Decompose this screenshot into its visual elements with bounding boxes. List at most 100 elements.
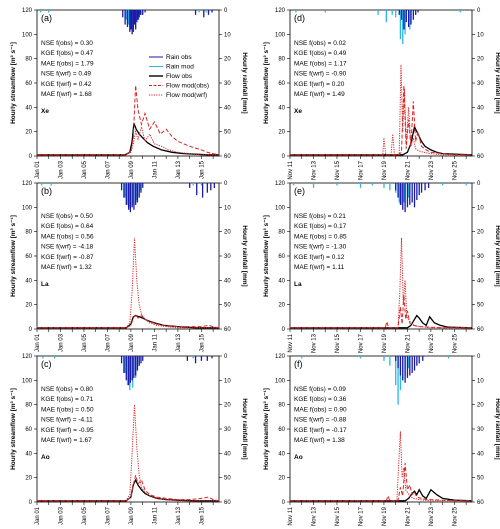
y-tick-label: 40 <box>278 451 285 457</box>
rain-mod-bar <box>395 356 397 386</box>
series-flow-mod-obs <box>37 85 220 156</box>
rain-obs-bar <box>395 356 397 361</box>
stat-line: NSE f(wrf) = -0.88 <box>294 417 347 424</box>
rain-mod-bar <box>127 10 130 25</box>
stat-line: NSE f(obs) = 0.30 <box>41 40 93 47</box>
stat-line: KGE f(obs) = 0.64 <box>41 223 94 230</box>
rain-obs-bar <box>125 356 127 381</box>
rain-obs-bar <box>409 183 411 205</box>
y-tick-label: 80 <box>25 230 32 236</box>
rain-obs-bar <box>131 356 133 381</box>
series-flow-obs <box>37 122 219 156</box>
y2-tick-label: 40 <box>477 105 484 111</box>
y-tick-label: 20 <box>278 303 285 309</box>
x-tick-label: Nov 13 <box>311 333 317 353</box>
x-tick-label: Nov 21 <box>405 333 411 353</box>
y-tick-label: 20 <box>25 130 32 136</box>
y2-tick-label: 30 <box>224 81 231 87</box>
panel-letter: (f) <box>294 359 303 369</box>
rain-mod-bar <box>407 356 410 369</box>
y2-tick-label: 10 <box>224 378 231 384</box>
x-tick-label: Jan 13 <box>176 333 182 352</box>
y-tick-label: 0 <box>282 327 286 333</box>
series-flow-obs <box>290 488 473 502</box>
y2-tick-label: 0 <box>477 181 481 187</box>
stat-line: MAE f(obs) = 0.85 <box>294 233 347 240</box>
x-tick-label: Nov 13 <box>311 506 317 526</box>
y-tick-label: 80 <box>278 403 285 409</box>
rain-mod-bar <box>383 183 385 188</box>
x-tick-label: Nov 23 <box>429 333 435 353</box>
x-tick-label: Nov 15 <box>335 160 341 180</box>
rain-obs-bar <box>412 10 414 20</box>
stat-line: MAE f(wrf) = 1.49 <box>294 91 345 98</box>
rain-obs-bar <box>120 183 123 191</box>
rain-obs-bar <box>186 356 188 361</box>
rain-obs-bar <box>138 356 140 366</box>
rain-obs-bar <box>210 183 212 191</box>
rain-obs-bar <box>399 183 402 205</box>
rain-mod-bar <box>192 183 194 186</box>
rain-obs-bar <box>406 183 409 208</box>
panel-letter: (c) <box>41 359 52 369</box>
rain-obs-bar <box>409 356 411 376</box>
y2-tick-label: 30 <box>477 81 484 87</box>
x-tick-label: Jan 05 <box>82 333 88 352</box>
y2-axis-title: Hourly rainfall [mm] <box>241 398 248 459</box>
series-flow-mod-obs <box>37 475 220 502</box>
rain-obs-bar <box>138 10 140 18</box>
rain-mod-bar <box>398 183 400 203</box>
rain-obs-bar <box>139 10 142 15</box>
rain-obs-bar <box>129 10 131 32</box>
y-tick-label: 120 <box>275 354 286 360</box>
y2-tick-label: 60 <box>477 327 484 333</box>
x-tick-label: Nov 15 <box>335 333 341 353</box>
rain-obs-bar <box>406 356 409 378</box>
stat-line: MAE f(obs) = 1.17 <box>294 60 347 67</box>
rain-obs-bar <box>120 356 123 364</box>
rain-obs-bar <box>402 183 404 210</box>
rain-mod-bar <box>391 10 393 15</box>
x-tick-label: Nov 25 <box>452 160 458 180</box>
x-tick-label: Jan 03 <box>58 333 64 352</box>
rain-mod-bar <box>465 183 467 186</box>
y-tick-label: 40 <box>278 105 285 111</box>
x-tick-label: Nov 19 <box>382 333 388 353</box>
rain-obs-bar <box>399 356 402 376</box>
stat-line: NSE f(wrf) = -4.11 <box>41 417 93 424</box>
series-flow-mod-wrf <box>290 237 472 329</box>
rain-obs-bar <box>129 356 132 383</box>
y-axis-title: Hourly streamflow [m³ s⁻¹] <box>263 42 270 124</box>
stat-line: NSE f(wrf) = -1.30 <box>294 244 347 251</box>
rain-obs-bar <box>422 356 424 361</box>
stat-line: KGE f(wrf) = 0.12 <box>294 254 345 261</box>
rain-obs-bar <box>140 356 142 364</box>
rain-mod-bar <box>42 356 44 359</box>
panel-e: 0 20 40 60 80 100 120 0 10 20 30 40 50 60 Nov 11 Nov 13… <box>263 181 500 353</box>
rain-mod-bar <box>126 356 129 386</box>
rain-mod-bar <box>198 10 200 13</box>
rain-obs-bar <box>123 356 125 374</box>
rain-mod-bar <box>41 183 43 186</box>
x-tick-label: Jan 13 <box>176 160 182 179</box>
stat-line: KGE f(wrf) = -0.87 <box>41 254 94 261</box>
rain-mod-bar <box>359 183 362 188</box>
panel-letter: (d) <box>294 13 305 23</box>
y2-tick-label: 20 <box>477 230 484 236</box>
rain-obs-bar <box>127 183 130 210</box>
y2-tick-label: 0 <box>477 354 481 360</box>
rain-obs-bar <box>142 183 144 188</box>
y-tick-label: 60 <box>25 81 32 87</box>
stat-line: MAE f(obs) = 0.56 <box>41 233 94 240</box>
rain-obs-bar <box>420 183 423 193</box>
x-tick-label: Nov 15 <box>335 506 341 526</box>
rain-mod-bar <box>447 356 450 359</box>
rain-obs-bar <box>136 10 138 23</box>
rain-mod-bar <box>403 183 405 203</box>
rain-obs-bar <box>411 356 413 374</box>
y-tick-label: 120 <box>275 8 286 14</box>
y-tick-label: 0 <box>282 154 286 160</box>
x-tick-label: Nov 25 <box>452 506 458 526</box>
y2-tick-label: 30 <box>224 254 231 260</box>
